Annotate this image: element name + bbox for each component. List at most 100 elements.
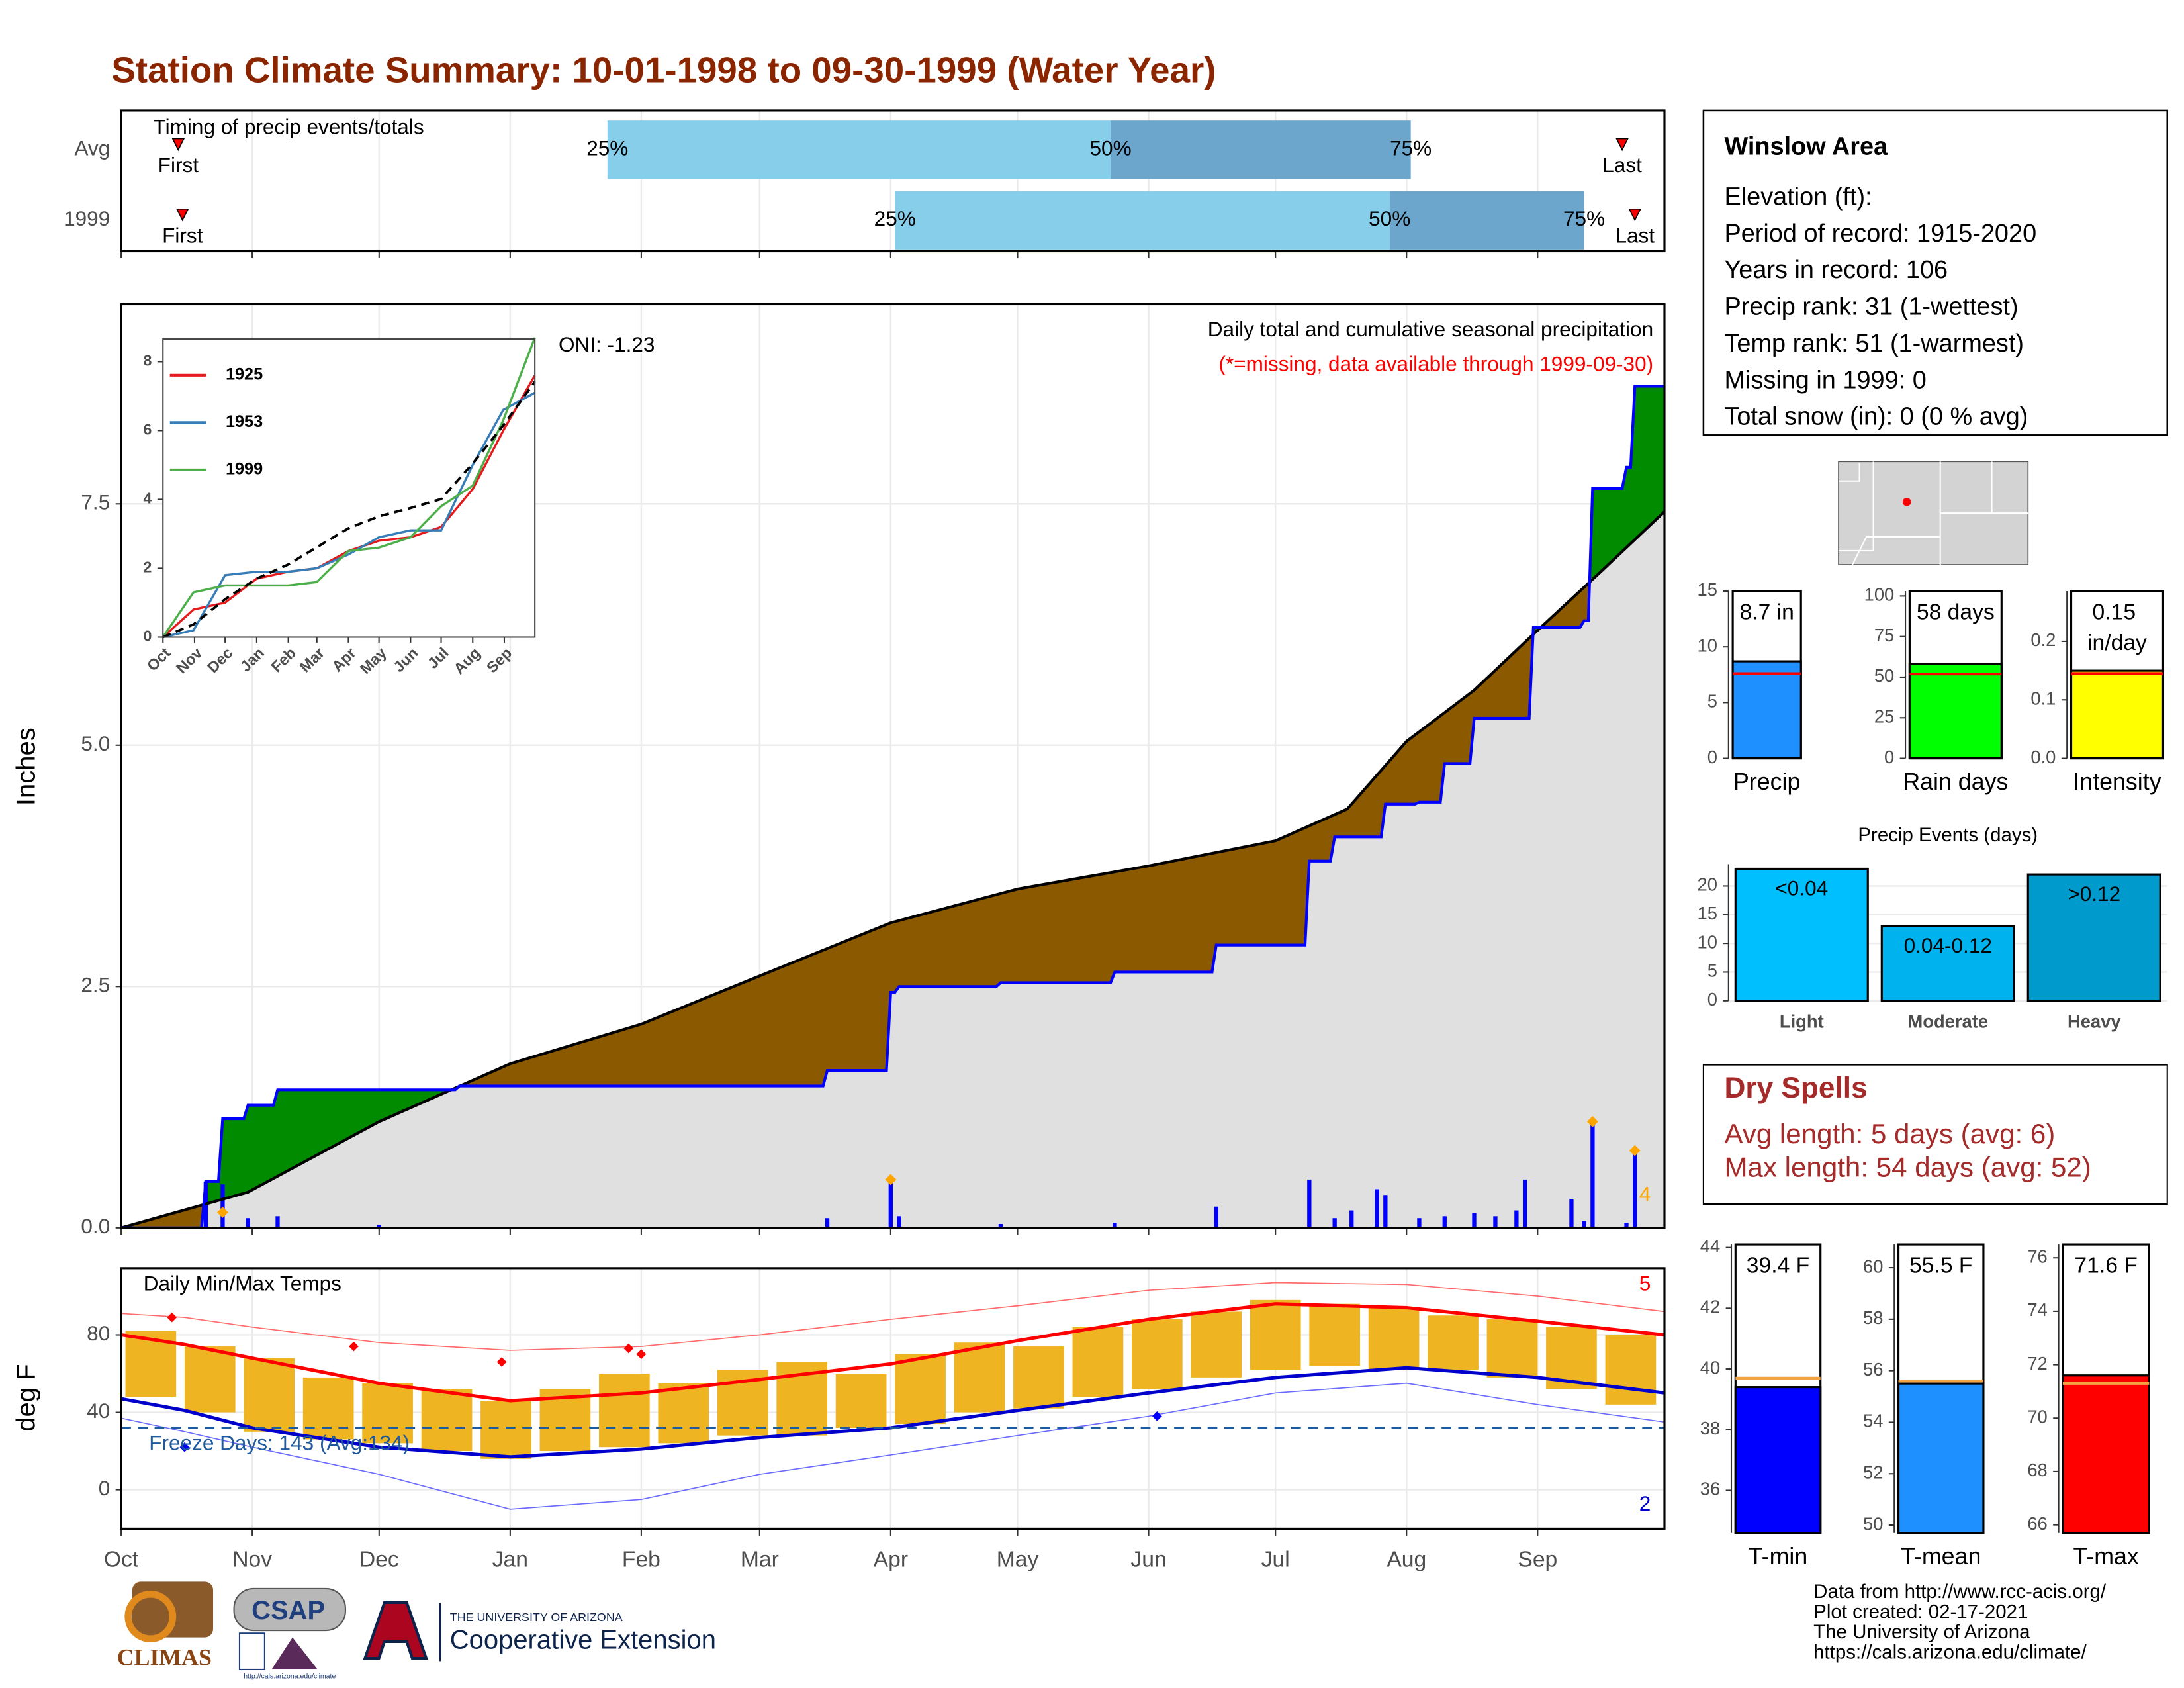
daily-range [895, 1354, 946, 1425]
y-tick-label: 100 [1864, 585, 1895, 605]
y-tick-label: 0 [144, 628, 152, 645]
daily-range [1486, 1319, 1538, 1378]
daily-bar [1582, 1221, 1586, 1228]
daily-bar [1493, 1216, 1498, 1228]
quantile-label: 50% [1369, 207, 1410, 230]
chart-subtitle: (*=missing, data available through 1999-… [1218, 352, 1653, 375]
normal-high-line [120, 1302, 1665, 1403]
map-border [1839, 461, 1874, 552]
bin-label: >0.12 [2068, 882, 2120, 906]
daily-range [184, 1346, 236, 1413]
category-label: Precip [1733, 769, 1800, 795]
marker [885, 1174, 897, 1186]
value-label: 55.5 F [1909, 1254, 1972, 1278]
y-tick-label: 72 [2027, 1353, 2047, 1374]
daily-bar [1214, 1206, 1218, 1228]
csap-logo: CSAP http://cals.arizona.edu/climate [233, 1587, 346, 1680]
y-tick-label: 66 [2027, 1513, 2047, 1534]
station-line: Elevation (ft): [1724, 183, 1872, 211]
quantile-label: 25% [586, 136, 628, 160]
y-tick-label: 36 [1700, 1479, 1720, 1499]
daily-bar [1514, 1210, 1519, 1228]
daily-range [362, 1383, 413, 1444]
y-tick-label: 4 [144, 490, 152, 507]
credit-line: Data from http://www.rcc-acis.org/ [1813, 1581, 2107, 1603]
category-label: T-mean [1901, 1543, 1981, 1570]
y-tick-label: 7.5 [81, 491, 110, 514]
event-marker [175, 208, 189, 222]
logo-shape [271, 1637, 318, 1669]
value-label: 0.15 in/day [2087, 600, 2147, 655]
timing-title: Timing of precip events/totals [154, 115, 424, 139]
daily-bar [1307, 1179, 1312, 1228]
csap-url: http://cals.arizona.edu/climate [244, 1672, 336, 1680]
station-box [1702, 109, 2169, 436]
logo-shape [238, 1632, 265, 1671]
station-line: Missing in 1999: 0 [1724, 366, 1926, 394]
y-tick-label: 15 [1698, 903, 1717, 923]
x-tick-label: Aug [1387, 1548, 1426, 1572]
x-tick-label: Jan [492, 1548, 528, 1572]
record-high-line [121, 1282, 1665, 1351]
y-tick-label: 10 [1698, 635, 1717, 655]
y-tick-label: 40 [87, 1399, 110, 1423]
dry-spells-title: Dry Spells [1724, 1072, 1867, 1104]
y-tick-label: 38 [1700, 1418, 1720, 1438]
x-tick-label: Sep [1518, 1548, 1557, 1572]
bar [1731, 660, 1802, 760]
y-tick-label: 0 [1884, 747, 1894, 767]
x-tick-label: Jul [1261, 1548, 1290, 1572]
bin-label: <0.04 [1775, 876, 1828, 900]
record-high-count: 5 [1639, 1271, 1651, 1295]
daily-range [599, 1374, 650, 1448]
daily-bar [825, 1218, 830, 1228]
x-tick-label: May [997, 1548, 1039, 1572]
bar [1908, 663, 2003, 760]
map-border [1852, 536, 1940, 565]
category-label: T-min [1749, 1543, 1807, 1570]
value-label: 71.6 F [2074, 1254, 2137, 1278]
quantile-label: 75% [1563, 207, 1605, 230]
quantile-label: 50% [1089, 136, 1131, 160]
y-tick-label: 60 [1863, 1256, 1883, 1276]
daily-bar [1442, 1216, 1447, 1228]
freeze-label: Freeze Days: 143 (Avg:134) [149, 1431, 410, 1455]
daily-bar [1383, 1195, 1388, 1228]
y-tick-label: 80 [87, 1321, 110, 1345]
daily-range [1250, 1299, 1301, 1370]
category-label: Intensity [2073, 769, 2161, 795]
event-label: First [162, 223, 203, 247]
bar [1734, 1386, 1822, 1534]
extension-text: Cooperative Extension [450, 1625, 716, 1654]
y-tick-label: 5 [1707, 691, 1717, 712]
plot-border [120, 109, 1666, 253]
logo-shape [124, 1591, 177, 1642]
daily-bar [1472, 1213, 1477, 1228]
x-tick-label: Dec [359, 1548, 399, 1572]
marker [167, 1312, 177, 1323]
credit-line: https://cals.arizona.edu/climate/ [1813, 1642, 2087, 1664]
logo-shape [233, 1587, 346, 1632]
value-label: 58 days [1917, 600, 1995, 625]
daily-bar [1332, 1218, 1337, 1228]
y-tick-label: 0.0 [81, 1214, 110, 1238]
ua-logo: THE UNIVERSITY OF ARIZONA Cooperative Ex… [363, 1601, 716, 1662]
y-tick-label: 40 [1700, 1357, 1720, 1378]
bar [1880, 925, 2015, 1002]
quantile-label: 25% [874, 207, 916, 230]
row-label: 1999 [64, 207, 110, 230]
university-text: THE UNIVERSITY OF ARIZONA [450, 1611, 623, 1624]
daily-range [1132, 1319, 1183, 1389]
marker [636, 1349, 647, 1360]
average-line [162, 381, 536, 639]
daily-range [1605, 1335, 1657, 1405]
y-tick-label: 10 [1698, 931, 1717, 952]
y-tick-label: 68 [2027, 1460, 2047, 1480]
y-tick-label: 0.2 [2030, 630, 2056, 650]
marker [1629, 1145, 1641, 1156]
y-tick-label: 2 [144, 559, 152, 576]
map-border [1839, 463, 1860, 482]
base-area [121, 511, 1664, 1228]
category-label: Moderate [1907, 1011, 1988, 1032]
daily-bar [888, 1179, 893, 1228]
